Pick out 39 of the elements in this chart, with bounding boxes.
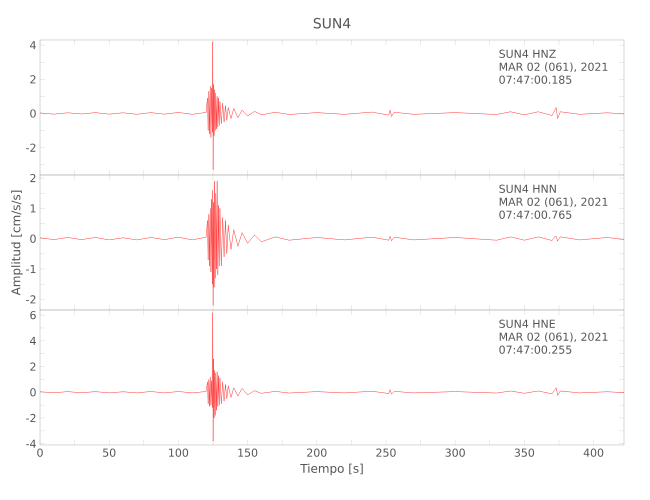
y-tick-label: -1: [26, 265, 36, 274]
y-tick-label: 1: [30, 204, 36, 212]
y-tick-label: 6: [30, 310, 36, 320]
annotation: SUN4 HNN: [499, 184, 556, 193]
x-tick-label: 250: [376, 448, 396, 457]
y-tick-label: 0: [30, 234, 36, 243]
x-tick-label: 350: [514, 448, 534, 457]
y-tick-label: 0: [30, 109, 36, 118]
y-tick-label: -2: [26, 414, 36, 422]
annotation: SUN4 HNE: [499, 320, 555, 328]
y-axis-title: Amplitud [cm/s/s]: [11, 190, 23, 296]
x-tick-label: 0: [37, 448, 43, 457]
chart-title: SUN4: [314, 18, 350, 28]
x-tick-label: 150: [238, 448, 258, 457]
y-tick-label: 2: [30, 75, 36, 84]
y-tick-label: 2: [30, 362, 36, 371]
y-tick-label: -2: [26, 144, 36, 152]
line-series: [40, 41, 624, 170]
annotation: MAR 02 (061), 2021: [500, 197, 608, 208]
annotation: 07:47:00.185: [499, 76, 572, 84]
y-tick-label: 2: [30, 174, 36, 182]
x-axis-title: Tiempo [s]: [300, 464, 363, 476]
annotation: 07:47:00.255: [499, 346, 572, 354]
line-series: [40, 180, 624, 306]
line-series: [40, 312, 624, 442]
annotation: SUN4 HNZ: [499, 50, 556, 58]
y-tick-label: -2: [26, 295, 36, 304]
x-tick-label: 300: [446, 448, 465, 457]
y-tick-label: 0: [30, 388, 36, 396]
y-tick-label: -4: [26, 440, 36, 448]
x-tick-label: 100: [169, 448, 188, 457]
y-tick-label: 4: [30, 336, 36, 345]
x-tick-label: 200: [307, 448, 326, 457]
annotation: MAR 02 (061), 2021: [500, 332, 608, 342]
y-tick-label: 4: [30, 41, 36, 50]
x-tick-label: 400: [584, 448, 604, 457]
annotation: MAR 02 (061), 2021: [500, 62, 608, 72]
annotation: 07:47:00.765: [499, 210, 572, 219]
x-tick-label: 50: [103, 448, 116, 457]
